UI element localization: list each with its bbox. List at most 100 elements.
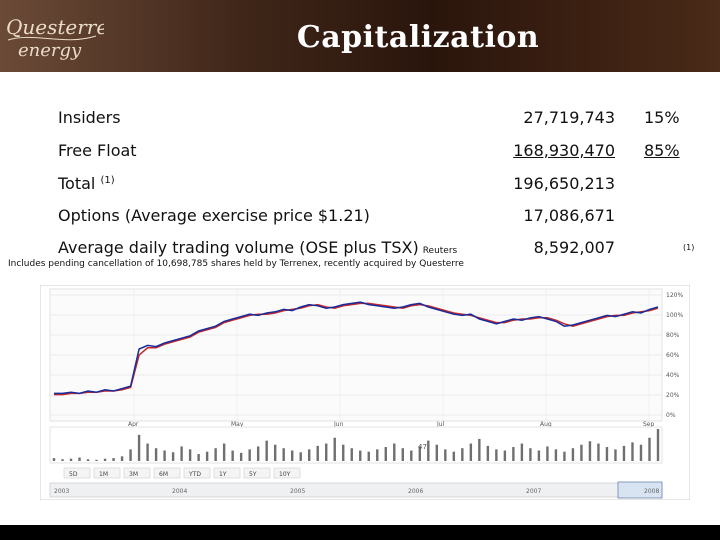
page-title: Capitalization [296,20,540,55]
timeline-year: 2006 [408,488,423,495]
volume-bar [605,447,609,461]
source-note: Reuters [422,246,458,256]
volume-bar [325,443,328,461]
volume-bar [180,446,183,461]
volume-bar [103,458,107,461]
month-label: Jul [436,421,445,428]
right-tick-label: 60% [666,352,680,359]
timeline-year: 2005 [290,488,305,495]
volume-bar [384,447,387,461]
volume-bar [401,448,404,461]
volume-bar [503,450,507,461]
range-tab-label: YTD [188,471,201,478]
row-value: 17,086,671 [523,206,615,225]
volume-bar [239,452,243,461]
volume-bar [571,448,575,461]
range-tab-label: 1Y [219,471,227,478]
volume-bar [350,448,353,461]
volume-bar [205,451,209,461]
timeline-scroller[interactable] [49,482,663,498]
volume-bar [427,440,430,461]
volume-bar [69,458,73,461]
volume-bar [478,438,481,461]
month-label: May [231,421,244,428]
month-labels: Apr May Jun Jul Aug Sep [128,421,655,428]
series-a-line [54,301,659,395]
volume-bar [52,458,56,461]
row-label: Free Float [58,141,137,160]
range-tab[interactable] [213,467,241,479]
row-percent: 85% [644,141,680,160]
right-axis-ticks: 120% 100% 80% 60% 40% 20% 0% [666,292,683,419]
volume-bar [333,437,336,461]
volume-bar [656,429,660,461]
timeline-window-handle[interactable] [617,481,663,499]
volume-bar [631,442,634,461]
range-tab[interactable] [63,467,91,479]
month-label: Sep [643,421,655,428]
timeline-year: 2007 [526,488,541,495]
right-tick-label: 120% [666,292,683,299]
volume-bar [120,456,124,461]
volume-bar [299,452,302,461]
right-tick-label: 20% [666,392,680,399]
volume-bar [495,449,498,461]
row-value: 27,719,743 [523,108,615,127]
volume-bar [393,443,396,461]
volume-bar [418,446,422,461]
month-label: Apr [128,421,139,428]
volume-bars [52,429,660,461]
volume-bar [537,450,541,461]
volume-bar [512,447,515,461]
logo-text-2: energy [18,40,82,61]
range-tab[interactable] [123,467,151,479]
volume-bar [256,446,260,461]
volume-bar [316,445,319,461]
volume-bar [129,449,132,461]
volume-bar [563,451,566,461]
volume-bar [248,449,251,461]
volume-bar [580,444,583,461]
volume-bar [461,448,464,461]
month-label: Aug [540,421,552,428]
range-tabs[interactable]: 5D 1M 3M 6M YTD 1Y 5Y 10Y [63,467,301,479]
price-chart: Apr May Jun Jul Aug Sep 120% 100% 80% 60% 40% 20% 0… [40,285,690,500]
range-tab[interactable] [183,467,211,479]
volume-bar [197,454,200,461]
volume-bar [546,446,549,461]
range-tab[interactable] [273,467,301,479]
timeline-year: 2003 [54,488,69,495]
month-label: Jun [333,421,344,428]
right-tick-label: 80% [666,332,680,339]
volume-bar [614,449,617,461]
footnote-ref: (1) [100,175,115,186]
volume-panel [49,426,663,464]
volume-bar [435,444,439,461]
range-tab[interactable] [93,467,121,479]
row-label: Insiders [58,108,121,127]
range-tab-label: 5D [69,471,78,478]
bottom-bar [0,525,720,540]
volume-bar [469,443,473,461]
row-value: 8,592,007 [533,238,615,257]
range-tab[interactable] [153,467,181,479]
volume-bar [290,450,294,461]
range-tab-label: 10Y [279,471,291,478]
timeline-year: 2008 [644,488,659,495]
volume-bar [282,448,285,461]
volume-bar [78,457,81,461]
volume-bar [410,450,413,461]
range-tab-label: 6M [159,471,168,478]
volume-bar [342,444,345,461]
volume-bar [520,443,524,461]
volume-bar [529,448,532,461]
marker-label: 47 [418,443,427,451]
range-tab[interactable] [243,467,271,479]
volume-bar [622,445,626,461]
row-value: 168,930,470 [513,141,615,160]
volume-bar [163,450,166,461]
volume-bar [639,444,643,461]
row-percent: 15% [644,108,680,127]
range-tab-label: 3M [129,471,138,478]
footnote: Includes pending cancellation of 10,698,… [8,259,464,269]
